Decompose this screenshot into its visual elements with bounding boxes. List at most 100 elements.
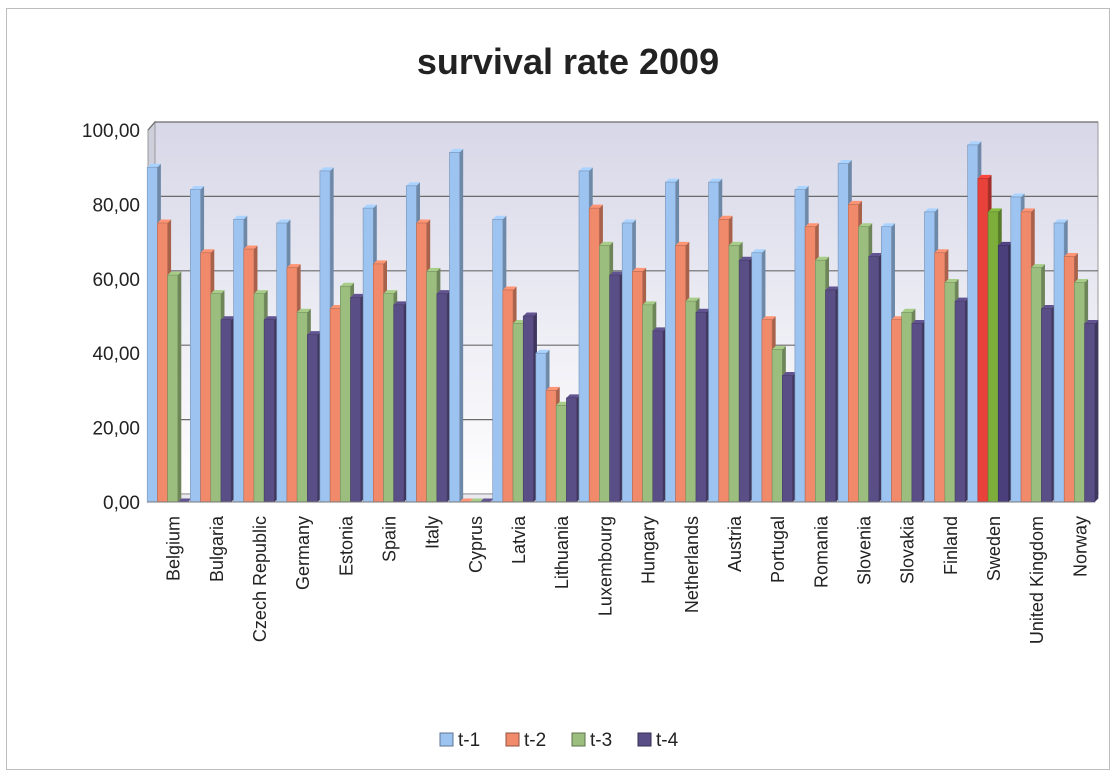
x-category-label: Czech Republic: [250, 516, 270, 642]
bar-top: [967, 141, 982, 145]
bar-top: [253, 290, 268, 294]
legend-swatch-t-1: [439, 732, 454, 747]
bar-top: [373, 260, 387, 264]
bar-t-3-bulgaria: [210, 293, 222, 503]
bar-top: [622, 219, 636, 223]
y-tick-label: 60,00: [92, 270, 140, 291]
bar-t-1-lithuania: [535, 352, 547, 503]
bar-t-3-latvia: [512, 323, 524, 503]
bar-top: [190, 186, 205, 190]
bar-t-1-romania: [794, 189, 806, 503]
x-category-label: Sweden: [984, 516, 1004, 581]
bar-top: [566, 394, 581, 398]
bar-t-2-united-kingdom: [1020, 211, 1032, 503]
bar-t-3-lithuania: [555, 404, 567, 503]
bar-top: [944, 279, 959, 283]
bar-top: [1054, 219, 1068, 223]
bar-top: [1031, 264, 1045, 268]
bar-top: [599, 241, 614, 246]
bar-top: [1064, 252, 1078, 257]
x-category-label: Portugal: [768, 516, 788, 583]
bar-t-3-finland: [944, 282, 956, 503]
bar-t-4-slovakia: [911, 323, 923, 503]
bar-top: [1041, 305, 1056, 309]
bar-t-2-netherlands: [675, 245, 687, 503]
bar-top: [805, 223, 819, 227]
bar-top: [157, 219, 172, 223]
bar-t-2-slovakia: [891, 319, 902, 503]
bar-t-4-czech-republic: [263, 319, 275, 503]
bar-top: [1010, 193, 1025, 197]
bar-top: [998, 241, 1012, 246]
legend-label: t-3: [590, 730, 612, 751]
bar-t-2-norway: [1063, 256, 1075, 503]
bar-top: [868, 252, 883, 257]
x-category-label: Latvia: [509, 515, 529, 564]
bar-t-2-portugal: [761, 319, 773, 503]
bar-top: [589, 204, 603, 209]
chart-title: survival rate 2009: [417, 41, 719, 82]
x-category-label: Cyprus: [466, 516, 486, 573]
bar-top: [988, 208, 1002, 212]
bar-top: [297, 308, 311, 313]
x-category-label: Slovenia: [855, 515, 875, 585]
bar-t-4-sweden: [997, 245, 1009, 503]
bar-t-4-norway: [1084, 323, 1096, 503]
bar-t-3-slovenia: [858, 226, 869, 503]
bar-top: [523, 312, 537, 316]
bar-t-3-portugal: [771, 349, 783, 503]
bar-t-2-estonia: [329, 308, 341, 503]
bar-t-2-latvia: [502, 289, 514, 503]
bar-top: [751, 249, 766, 253]
bar-top: [426, 267, 441, 272]
bar-t-1-finland: [924, 211, 935, 503]
bar-t-1-portugal: [751, 252, 763, 503]
bar-top: [825, 286, 840, 290]
bar-top: [406, 182, 420, 186]
x-category-label: Norway: [1070, 516, 1090, 577]
bar-t-3-spain: [383, 293, 394, 503]
bar-top: [307, 331, 322, 335]
bar-top: [1021, 208, 1035, 212]
bar-top: [848, 200, 862, 205]
bar-t-3-sweden: [987, 211, 999, 503]
bar-top: [243, 245, 258, 250]
bar-t-1-latvia: [492, 218, 504, 503]
y-tick-label: 0,00: [103, 493, 140, 514]
bar-t-1-belgium: [146, 166, 158, 503]
bar-t-4-portugal: [782, 375, 793, 503]
bar-t-3-germany: [296, 311, 308, 503]
bar-top: [718, 215, 733, 220]
x-category-label: Netherlands: [682, 516, 702, 613]
bar-top: [177, 498, 192, 502]
bar-t-1-cyprus: [449, 152, 460, 503]
bar-t-3-belgium: [167, 274, 179, 503]
bar-top: [200, 249, 215, 253]
bar-top: [579, 167, 593, 171]
bar-t-4-luxembourg: [609, 274, 621, 503]
x-category-label: Luxembourg: [595, 516, 615, 616]
bar-top: [383, 290, 398, 294]
y-tick-label: 20,00: [92, 419, 140, 440]
bar-top: [1084, 319, 1099, 324]
bar-t-3-netherlands: [685, 300, 697, 503]
bar-t-4-lithuania: [566, 397, 577, 503]
bar-top: [761, 316, 776, 320]
bar-top: [363, 204, 377, 209]
bar-t-1-spain: [362, 207, 374, 503]
bar-t-2-spain: [372, 263, 384, 503]
bar-t-3-romania: [815, 259, 826, 503]
legend-swatch-t-3: [571, 732, 586, 747]
bar-top: [934, 249, 949, 253]
bar-t-3-estonia: [340, 285, 351, 503]
x-category-label: Austria: [725, 515, 745, 572]
bar-t-1-estonia: [319, 170, 331, 503]
bar-top: [502, 286, 517, 290]
bar-t-1-italy: [405, 185, 417, 503]
x-category-label: Spain: [380, 516, 400, 562]
bar-t-1-germany: [276, 222, 288, 503]
bar-t-4-netherlands: [695, 311, 707, 503]
gridline: [147, 121, 1098, 131]
bar-top: [977, 174, 992, 179]
